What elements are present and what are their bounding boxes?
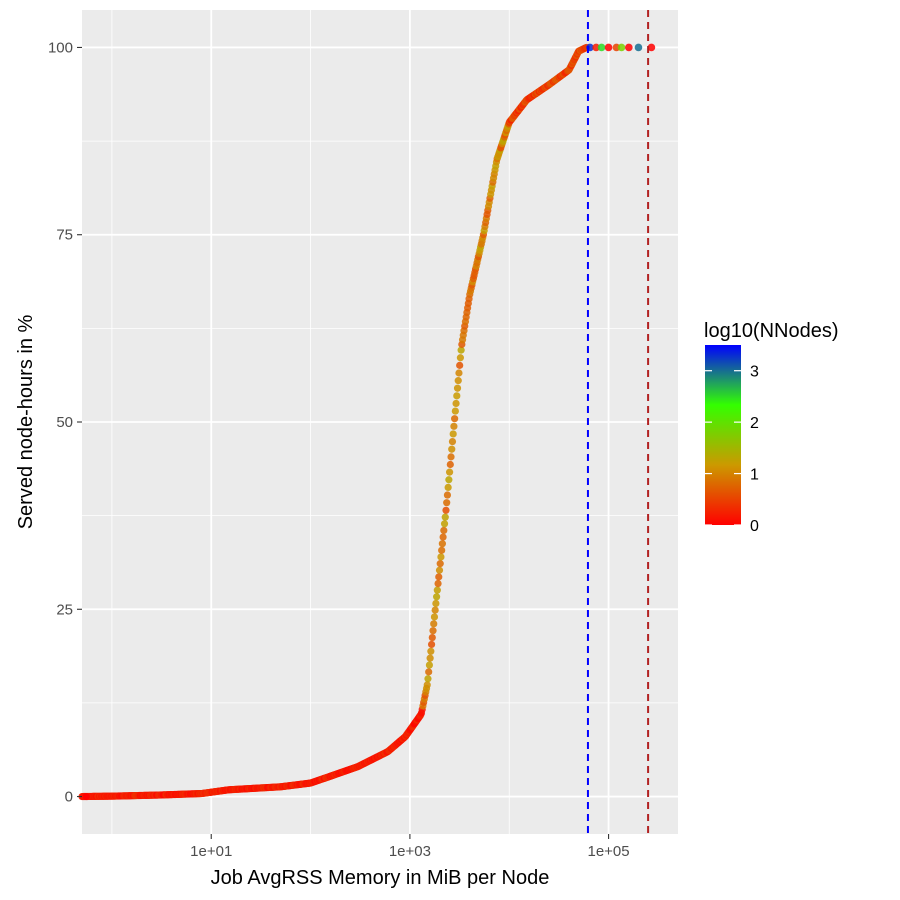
x-tick-label: 1e+03	[389, 843, 431, 860]
legend-tick-label: 2	[750, 415, 759, 432]
data-point	[431, 606, 439, 614]
data-point	[440, 526, 448, 535]
data-point	[428, 633, 436, 642]
data-point	[451, 415, 459, 423]
x-tick-label: 1e+01	[190, 843, 232, 860]
data-point	[82, 792, 90, 801]
data-point	[453, 384, 462, 392]
data-point	[625, 43, 633, 52]
data-point	[456, 361, 464, 369]
data-point	[425, 668, 433, 676]
y-tick-label: 0	[65, 789, 73, 806]
data-point	[617, 43, 626, 52]
data-point	[429, 627, 437, 635]
data-point	[433, 593, 441, 601]
data-point	[427, 647, 435, 655]
data-point	[441, 513, 449, 521]
data-point	[647, 43, 656, 52]
data-point	[455, 369, 463, 377]
y-tick-label: 25	[56, 601, 73, 618]
data-point	[446, 460, 454, 469]
reference-lines	[586, 10, 650, 834]
data-point	[435, 573, 443, 581]
data-point	[597, 43, 606, 52]
data-point	[448, 437, 457, 446]
x-axis-title: Job AvgRSS Memory in MiB per Node	[211, 867, 550, 889]
data-point	[443, 499, 451, 507]
data-point	[430, 613, 439, 621]
data-point	[433, 586, 441, 594]
data-point	[438, 540, 446, 548]
data-point	[453, 392, 461, 400]
data-point	[592, 43, 600, 52]
data-point	[423, 681, 431, 689]
legend-ticks: 0 1 2 3	[705, 364, 759, 535]
y-tick-label: 100	[48, 39, 73, 56]
x-tick-label: 1e+05	[587, 843, 629, 860]
major-gridlines	[82, 10, 678, 834]
data-point	[426, 654, 434, 662]
data-point	[436, 560, 444, 568]
legend-tick-label: 0	[750, 518, 759, 535]
data-point	[445, 476, 453, 484]
data-point	[435, 566, 444, 574]
data-point	[434, 579, 442, 588]
legend-tick-label: 3	[750, 364, 759, 381]
data-point	[452, 399, 460, 408]
data-point	[454, 377, 462, 385]
data-point	[457, 346, 465, 354]
data-point	[427, 640, 436, 649]
data-point	[447, 453, 455, 461]
data-point	[451, 407, 459, 415]
data-point	[437, 553, 445, 561]
data-point	[432, 599, 440, 608]
legend-colorbar	[705, 345, 741, 525]
data-point	[634, 43, 643, 52]
data-point	[456, 354, 464, 362]
data-point	[442, 506, 450, 514]
data-point	[439, 533, 447, 541]
data-point	[604, 43, 613, 52]
legend-tick-label: 1	[750, 467, 759, 484]
legend-title: log10(NNodes)	[704, 320, 839, 342]
y-tick-label: 75	[56, 227, 73, 244]
data-point	[440, 520, 449, 528]
color-legend: log10(NNodes) 0 1 2 3	[704, 320, 839, 535]
data-point	[438, 546, 446, 554]
data-point	[450, 422, 458, 430]
data-point	[424, 675, 432, 683]
data-point	[443, 491, 452, 499]
y-tick-label: 50	[56, 414, 73, 431]
data-point	[449, 430, 457, 438]
data-point	[448, 445, 456, 453]
x-axis-ticks: 1e+01 1e+03 1e+05	[190, 834, 630, 860]
data-point	[445, 468, 454, 476]
data-point	[430, 620, 438, 628]
data-point	[425, 661, 434, 669]
y-axis-ticks: 0 25 50 75 100	[48, 39, 82, 806]
y-axis-title: Served node-hours in %	[15, 315, 37, 530]
data-point	[444, 483, 452, 491]
data-points	[78, 43, 656, 801]
